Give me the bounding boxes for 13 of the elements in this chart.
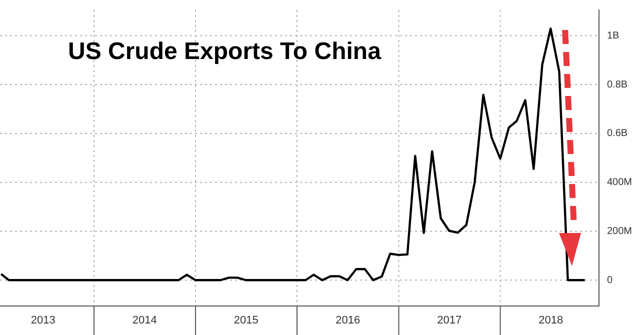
y-tick-label: 400M — [606, 177, 632, 188]
x-tick-label: 2014 — [132, 314, 157, 326]
y-tick-label: 0 — [606, 274, 613, 286]
y-tick-label: 1B — [606, 30, 620, 42]
x-tick-label: 2018 — [538, 314, 564, 326]
x-tick-label: 2017 — [437, 314, 462, 326]
x-tick-label: 2016 — [336, 314, 360, 326]
y-tick-label: 0.8B — [606, 79, 628, 90]
x-tick-label: 2015 — [234, 314, 258, 326]
y-tick-label: 200M — [606, 226, 632, 237]
x-tick-label: 2013 — [30, 314, 56, 326]
text: US Crude Exports To China — [68, 38, 381, 66]
y-tick-label: 0.6B — [606, 128, 628, 140]
